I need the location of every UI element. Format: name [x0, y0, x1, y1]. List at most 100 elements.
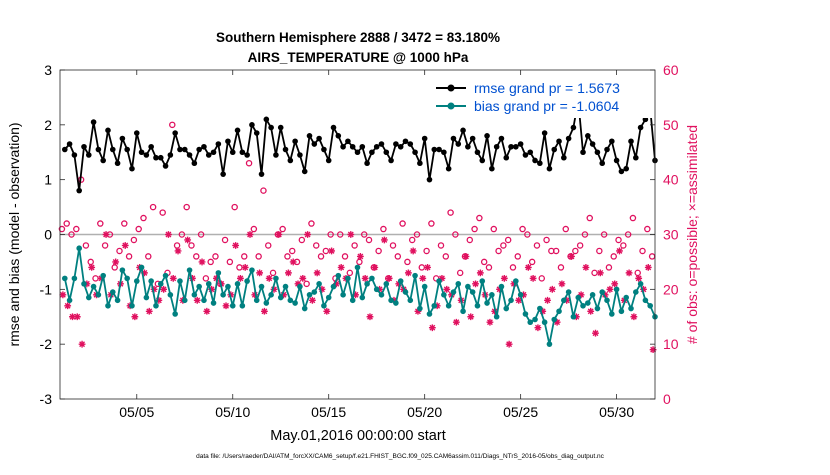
assimilated-obs-point	[419, 274, 427, 282]
bias-point	[90, 283, 97, 290]
possible-obs-point	[101, 242, 109, 249]
rmse-point	[201, 143, 207, 150]
bias-point	[186, 267, 193, 273]
assimilated-obs-point	[462, 253, 470, 260]
bias-point	[421, 283, 428, 290]
legend-marker-rmse	[447, 84, 455, 92]
rmse-point	[546, 165, 553, 172]
assimilated-obs-point	[404, 269, 412, 277]
rmse-point	[364, 160, 370, 167]
bias-point	[143, 294, 150, 301]
possible-obs-point	[495, 247, 502, 255]
assimilated-obs-point	[361, 274, 369, 282]
rmse-point	[383, 149, 390, 156]
possible-obs-point	[202, 275, 210, 282]
assimilated-obs-point	[246, 231, 254, 238]
assimilated-obs-point	[198, 258, 206, 266]
bias-point	[407, 297, 414, 304]
assimilated-obs-point	[611, 280, 619, 288]
possible-obs-point	[149, 203, 157, 211]
bias-point	[234, 281, 241, 287]
bias-point	[321, 302, 327, 309]
rmse-point	[469, 135, 476, 142]
y-tick-label-left: -3	[40, 391, 53, 407]
assimilated-obs-point	[121, 242, 129, 249]
bias-point	[292, 300, 298, 306]
assimilated-obs-point	[241, 264, 249, 271]
possible-obs-point	[442, 253, 450, 260]
assimilated-obs-point	[328, 247, 335, 255]
bias-point	[263, 300, 270, 306]
y-tick-label-left: 0	[44, 227, 52, 243]
bias-point	[556, 308, 562, 315]
rmse-point	[551, 146, 558, 153]
rmse-point	[253, 130, 260, 136]
possible-obs-point	[519, 225, 526, 233]
assimilated-obs-point	[395, 280, 403, 288]
rmse-point	[498, 135, 505, 142]
bias-point	[301, 305, 308, 312]
possible-obs-point	[509, 264, 517, 271]
assimilated-obs-point	[572, 313, 580, 321]
assimilated-obs-point	[376, 285, 383, 293]
possible-obs-point	[121, 220, 128, 227]
possible-obs-point	[557, 264, 565, 271]
assimilated-obs-point	[625, 269, 633, 277]
rmse-point	[421, 135, 428, 142]
rmse-point	[455, 141, 462, 147]
possible-obs-point	[413, 231, 421, 238]
possible-obs-point	[596, 247, 603, 255]
assimilated-obs-point	[601, 291, 609, 299]
possible-obs-point	[629, 214, 637, 222]
possible-obs-point	[111, 264, 118, 271]
possible-obs-point	[399, 220, 406, 227]
rmse-point	[445, 165, 452, 172]
rmse-point	[177, 146, 183, 153]
bias-point	[613, 286, 620, 293]
bias-point	[205, 281, 212, 287]
legend: rmse grand pr = 1.5673 bias grand pr = -…	[414, 76, 654, 118]
bias-point	[215, 270, 222, 276]
bias-point	[172, 311, 178, 317]
bias-point	[282, 283, 289, 290]
possible-obs-point	[365, 236, 373, 244]
x-axis-label: May.01,2016 00:00:00 start	[270, 428, 445, 444]
assimilated-obs-point	[385, 274, 393, 282]
chart-title: Southern Hemisphere 2888 / 3472 = 83.180…	[216, 30, 500, 45]
bias-point	[537, 305, 543, 312]
possible-obs-point	[581, 231, 589, 238]
assimilated-obs-point	[222, 302, 230, 310]
assimilated-obs-point	[544, 296, 551, 304]
bias-point	[397, 278, 404, 284]
bias-point	[354, 264, 361, 271]
bias-point	[585, 300, 591, 306]
possible-obs-point	[245, 159, 253, 167]
bias-point	[229, 302, 236, 309]
assimilated-obs-point	[332, 280, 340, 288]
possible-obs-point	[68, 231, 75, 238]
rmse-point	[143, 152, 150, 158]
possible-obs-point	[543, 236, 550, 244]
possible-obs-point	[586, 214, 593, 222]
bias-point	[546, 341, 553, 347]
assimilated-obs-point	[606, 285, 614, 293]
bias-point	[589, 292, 596, 298]
rmse-point	[90, 119, 97, 125]
rmse-point	[527, 149, 534, 156]
bias-point	[297, 283, 303, 290]
assimilated-obs-point	[59, 291, 67, 299]
rmse-point	[249, 122, 255, 128]
rmse-point	[297, 152, 303, 158]
assimilated-obs-point	[510, 280, 518, 288]
possible-obs-point	[490, 225, 498, 233]
bias-point	[498, 283, 505, 290]
rmse-point	[205, 152, 212, 158]
bias-point	[316, 281, 322, 287]
possible-obs-point	[610, 253, 617, 260]
rmse-point	[393, 141, 399, 147]
rmse-point	[465, 143, 471, 150]
rmse-point	[628, 138, 634, 145]
assimilated-obs-point	[203, 307, 211, 315]
assimilated-obs-point	[304, 231, 311, 238]
possible-obs-point	[130, 236, 138, 244]
